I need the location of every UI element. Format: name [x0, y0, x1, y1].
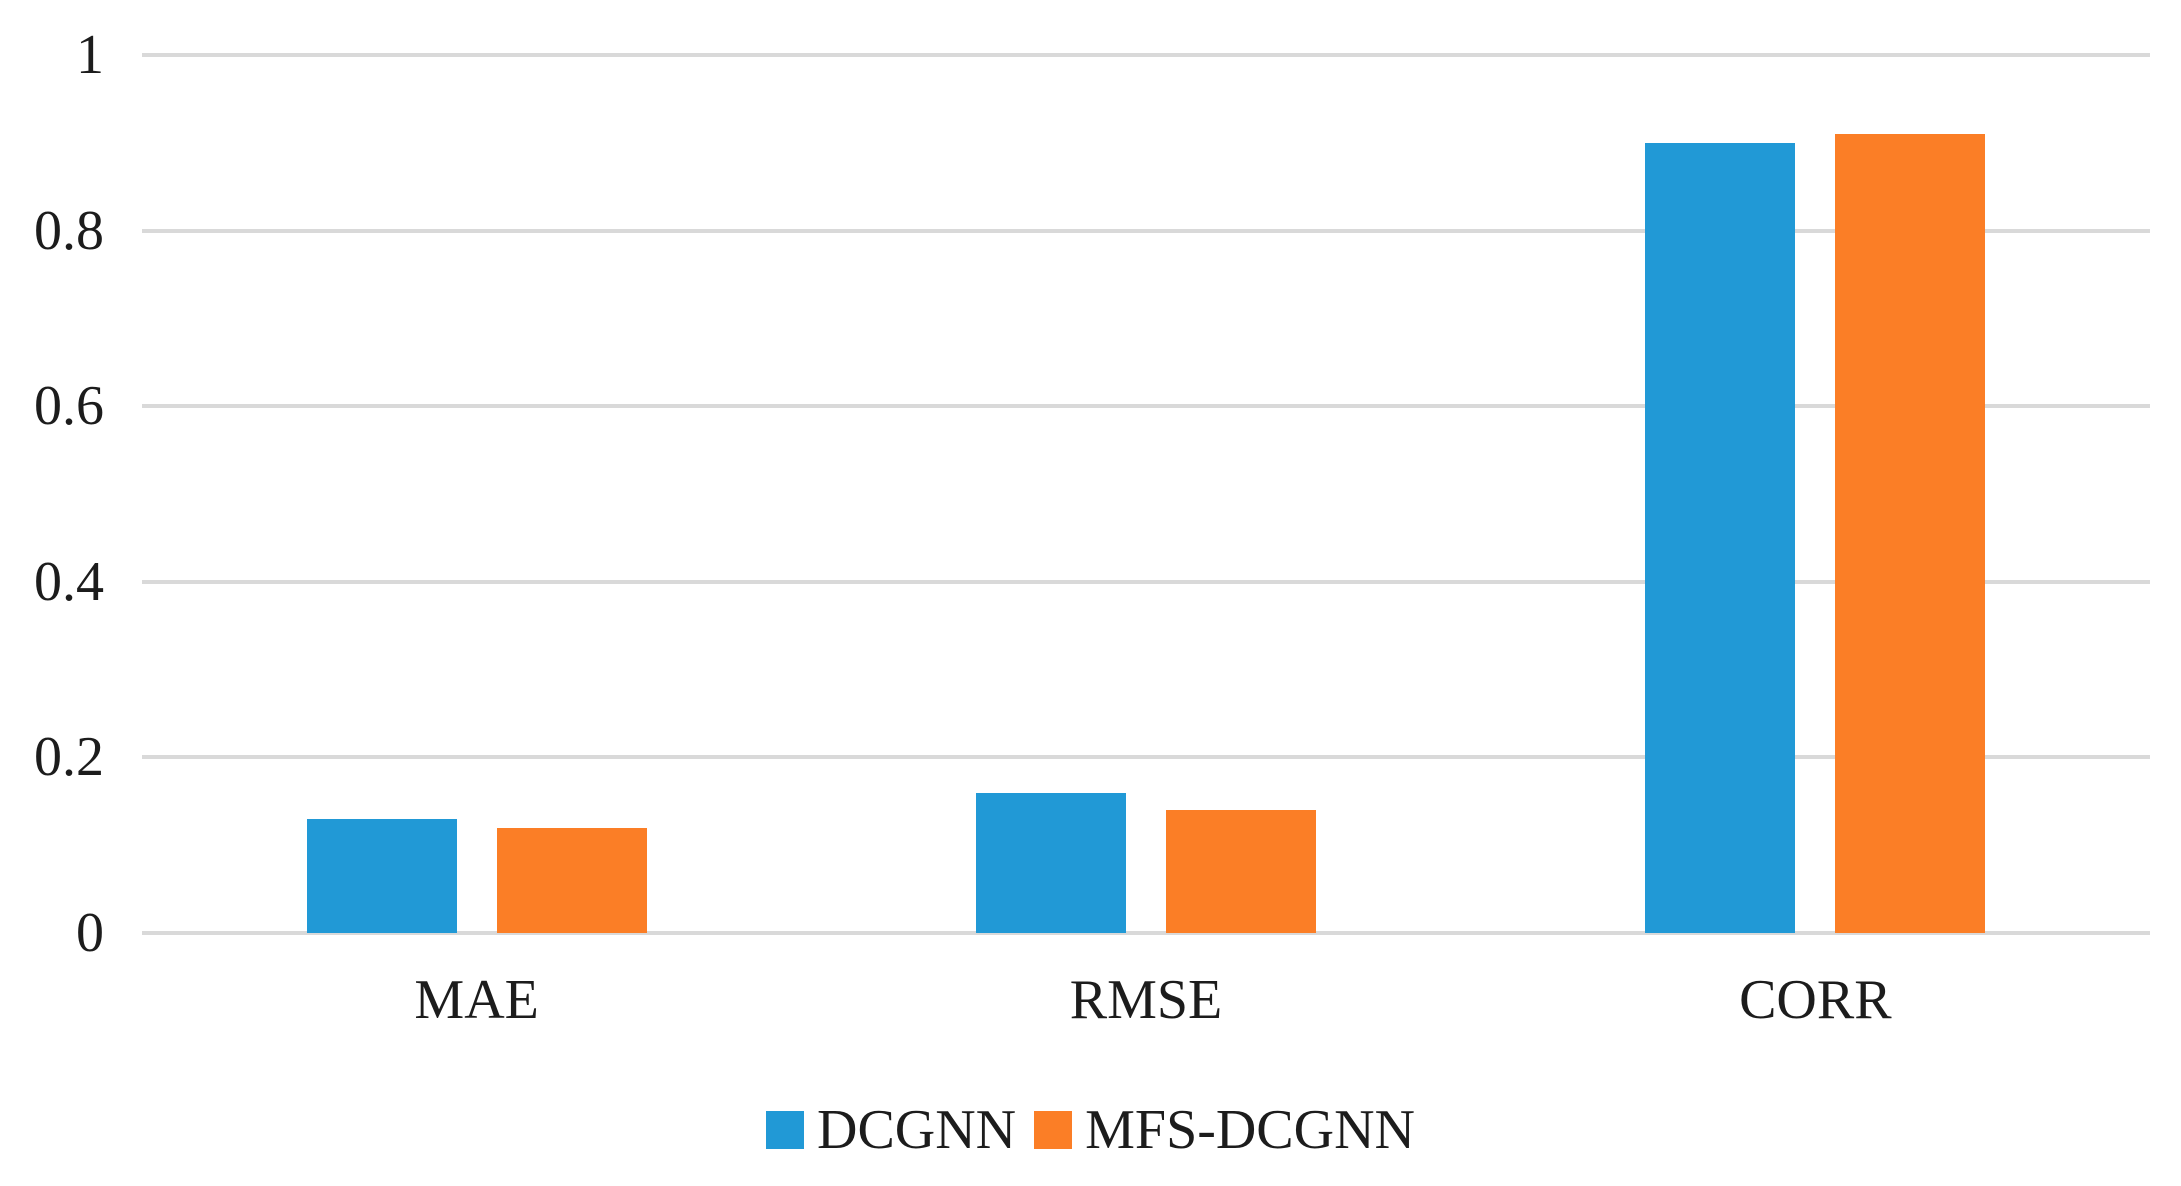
- y-axis-tick-labels: 0 0.2 0.4 0.6 0.8 1: [0, 0, 104, 1186]
- x-axis-category-label-rmse: RMSE: [1069, 969, 1223, 1031]
- gridline-y-0.8: [142, 228, 2150, 233]
- y-axis-tick-label: 0.2: [34, 726, 104, 789]
- y-axis-tick-label: 0.4: [34, 550, 104, 613]
- y-axis-tick-label: 0.8: [34, 199, 104, 262]
- plot-area: [142, 53, 2150, 935]
- y-axis-tick-label: 0.6: [34, 375, 104, 438]
- bar-mfs-dcgnn-rmse: [1166, 810, 1316, 933]
- gridline-y-1: [142, 53, 2150, 57]
- gridline-y-0: [142, 931, 2150, 935]
- bar-dcgnn-rmse: [976, 792, 1126, 933]
- bar-dcgnn-corr: [1645, 142, 1796, 933]
- bar-mfs-dcgnn-corr: [1835, 134, 1986, 933]
- legend: DCGNN MFS-DCGNN: [0, 1098, 2181, 1162]
- gridline-y-0.2: [142, 755, 2150, 760]
- legend-item-mfs-dcgnn: MFS-DCGNN: [1034, 1098, 1415, 1162]
- x-axis-category-label-corr: CORR: [1739, 969, 1892, 1031]
- x-axis-category-label-mae: MAE: [414, 969, 539, 1031]
- bar-mfs-dcgnn-mae: [496, 827, 647, 933]
- y-axis-tick-label: 1: [76, 24, 104, 86]
- legend-item-dcgnn: DCGNN: [766, 1098, 1016, 1162]
- y-axis-tick-label: 0: [76, 902, 104, 964]
- legend-label: DCGNN: [817, 1099, 1017, 1161]
- legend-swatch-icon: [1034, 1111, 1073, 1149]
- gridline-y-0.6: [142, 404, 2150, 409]
- legend-swatch-icon: [766, 1111, 804, 1149]
- bar-dcgnn-mae: [306, 818, 457, 933]
- gridline-y-0.4: [142, 579, 2150, 584]
- legend-label: MFS-DCGNN: [1085, 1099, 1415, 1161]
